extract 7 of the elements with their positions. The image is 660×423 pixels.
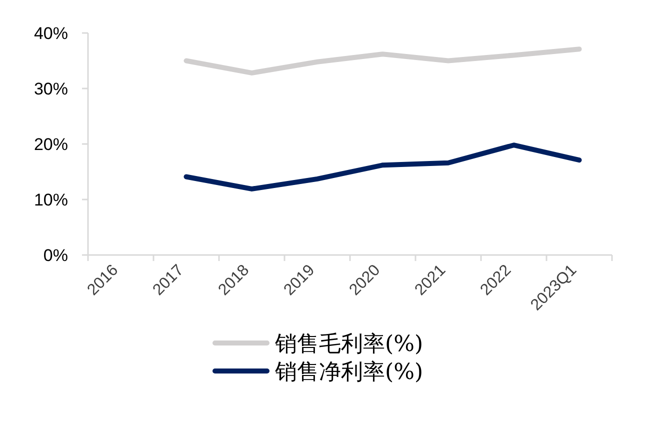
legend-label: 销售毛利率(%) <box>274 332 424 357</box>
y-tick-label: 30% <box>34 80 68 98</box>
y-tick-label: 10% <box>34 190 68 210</box>
legend-label: 销售净利率(%) <box>274 360 424 385</box>
y-tick-label: 0% <box>43 246 68 265</box>
y-tick-label: 20% <box>34 135 68 154</box>
y-tick-label: 40% <box>34 24 68 43</box>
